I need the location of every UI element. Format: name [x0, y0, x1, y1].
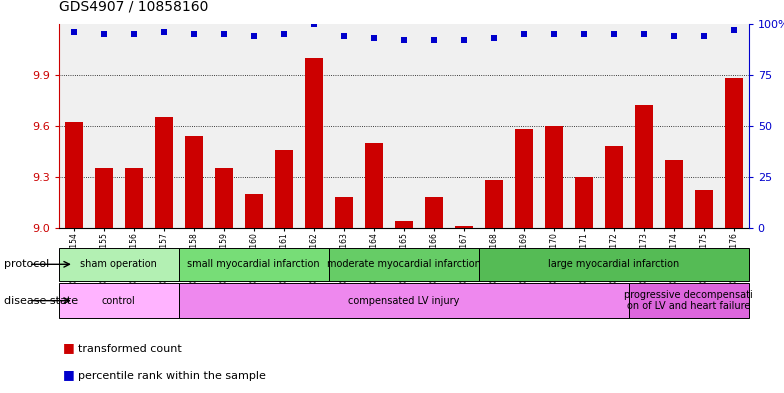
- Text: ■: ■: [63, 341, 74, 354]
- Bar: [575, 177, 593, 228]
- Bar: [455, 226, 473, 228]
- Point: [67, 29, 80, 35]
- Point: [698, 33, 710, 39]
- Point: [728, 27, 740, 33]
- Text: progressive decompensati
on of LV and heart failure: progressive decompensati on of LV and he…: [624, 290, 753, 311]
- Bar: [395, 221, 412, 228]
- Bar: [425, 197, 443, 228]
- Point: [278, 31, 290, 37]
- Point: [128, 31, 140, 37]
- Point: [427, 37, 440, 43]
- Bar: [695, 191, 713, 228]
- Point: [637, 31, 650, 37]
- Bar: [215, 168, 233, 228]
- Text: ■: ■: [63, 368, 74, 381]
- Bar: [604, 146, 622, 228]
- Point: [368, 35, 380, 41]
- Bar: [274, 150, 292, 228]
- Point: [307, 20, 320, 27]
- Point: [608, 31, 620, 37]
- Point: [488, 35, 500, 41]
- Bar: [665, 160, 683, 228]
- Bar: [328, 248, 479, 281]
- Bar: [635, 105, 653, 228]
- Point: [337, 33, 350, 39]
- Bar: [59, 283, 179, 318]
- Bar: [629, 283, 749, 318]
- Point: [248, 33, 260, 39]
- Bar: [245, 194, 263, 228]
- Text: percentile rank within the sample: percentile rank within the sample: [78, 371, 267, 381]
- Text: small myocardial infarction: small myocardial infarction: [187, 259, 320, 269]
- Text: protocol: protocol: [4, 259, 49, 269]
- Text: transformed count: transformed count: [78, 344, 182, 354]
- Text: GDS4907 / 10858160: GDS4907 / 10858160: [59, 0, 209, 14]
- Point: [517, 31, 530, 37]
- Point: [217, 31, 230, 37]
- Bar: [185, 136, 203, 228]
- Bar: [515, 129, 533, 228]
- Bar: [724, 78, 742, 228]
- Bar: [485, 180, 503, 228]
- Text: compensated LV injury: compensated LV injury: [348, 296, 459, 306]
- Bar: [179, 283, 629, 318]
- Bar: [65, 122, 83, 228]
- Bar: [335, 197, 353, 228]
- Bar: [545, 126, 563, 228]
- Bar: [95, 168, 113, 228]
- Bar: [479, 248, 749, 281]
- Point: [578, 31, 590, 37]
- Bar: [125, 168, 143, 228]
- Point: [158, 29, 170, 35]
- Text: moderate myocardial infarction: moderate myocardial infarction: [327, 259, 481, 269]
- Bar: [154, 117, 172, 228]
- Point: [187, 31, 200, 37]
- Bar: [59, 248, 179, 281]
- Bar: [305, 58, 323, 228]
- Text: disease state: disease state: [4, 296, 78, 306]
- Point: [667, 33, 680, 39]
- Bar: [365, 143, 383, 228]
- Point: [397, 37, 410, 43]
- Text: large myocardial infarction: large myocardial infarction: [548, 259, 680, 269]
- Text: control: control: [102, 296, 136, 306]
- Bar: [179, 248, 328, 281]
- Text: sham operation: sham operation: [80, 259, 158, 269]
- Point: [458, 37, 470, 43]
- Point: [547, 31, 560, 37]
- Point: [97, 31, 110, 37]
